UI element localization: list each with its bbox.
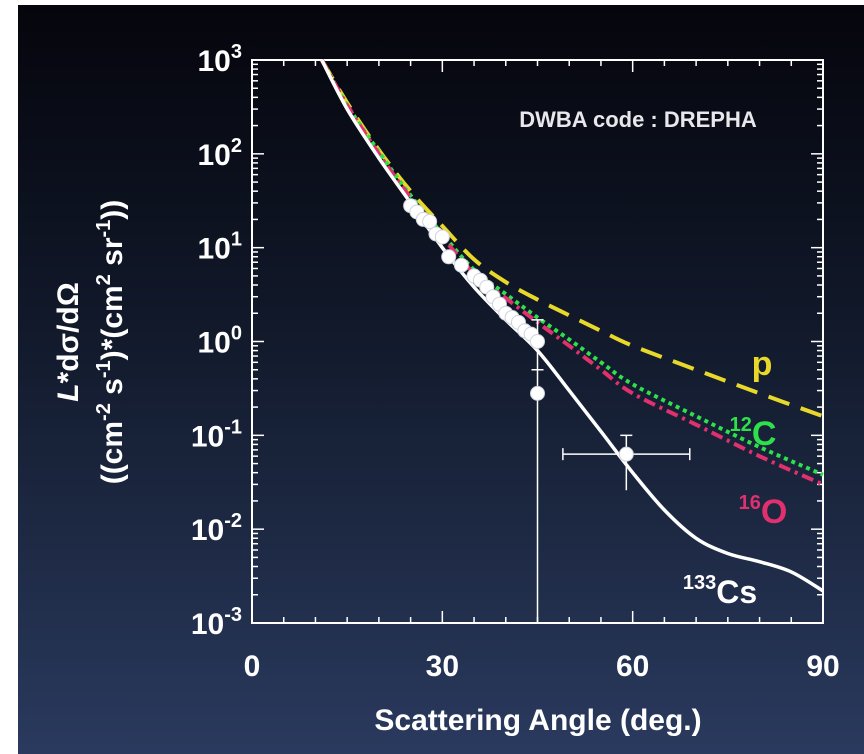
theory-curves <box>320 58 824 593</box>
x-tick-labels: 0 30 60 90 <box>244 650 840 683</box>
y-tick-label: 101 <box>198 229 243 266</box>
data-point <box>453 257 469 273</box>
data-point <box>441 249 457 265</box>
series-line-133Cs <box>320 59 824 593</box>
data-point <box>530 385 545 401</box>
y-tick-labels: 103 102 101 100 10-1 10-2 10-3 <box>191 41 242 641</box>
y-tick-label: 102 <box>198 135 243 172</box>
x-axis-title: Scattering Angle (deg.) <box>374 704 701 737</box>
series-line-16O <box>320 59 824 487</box>
data-point <box>422 214 438 230</box>
x-tick-label: 60 <box>616 650 649 683</box>
y-tick-label: 10-2 <box>191 510 242 547</box>
series-labels: p 12C 16O 133Cs <box>683 345 787 610</box>
data-point <box>530 334 545 349</box>
x-tick-label: 90 <box>806 650 839 683</box>
series-label-p: p <box>752 345 773 383</box>
y-tick-label: 103 <box>198 41 243 78</box>
cross-section-chart: 0 30 60 90 103 102 101 100 10-1 10-2 10-3 p 12C 16O… <box>52 41 840 737</box>
series-label-12C: 12C <box>730 414 777 453</box>
series-label-16O: 16O <box>739 492 788 531</box>
x-tick-label: 0 <box>244 650 261 683</box>
series-label-133Cs: 133Cs <box>683 572 757 610</box>
data-point <box>618 446 634 462</box>
axis-ticks <box>251 60 824 624</box>
y-axis-title-line2: ((cm-2 s-1)*(cm2 sr-1)) <box>93 200 129 485</box>
x-tick-label: 30 <box>426 650 459 683</box>
y-tick-label: 100 <box>198 323 243 360</box>
annotation-label: DWBA code : DREPHA <box>519 107 757 132</box>
y-tick-label: 10-3 <box>191 604 242 641</box>
y-axis-title-line1: L*dσ/dΩ <box>52 282 85 402</box>
chart-background: 0 30 60 90 103 102 101 100 10-1 10-2 10-3 p 12C 16O… <box>18 5 864 754</box>
y-tick-label: 10-1 <box>191 416 242 453</box>
measured-points <box>403 198 691 623</box>
data-point <box>434 229 450 245</box>
